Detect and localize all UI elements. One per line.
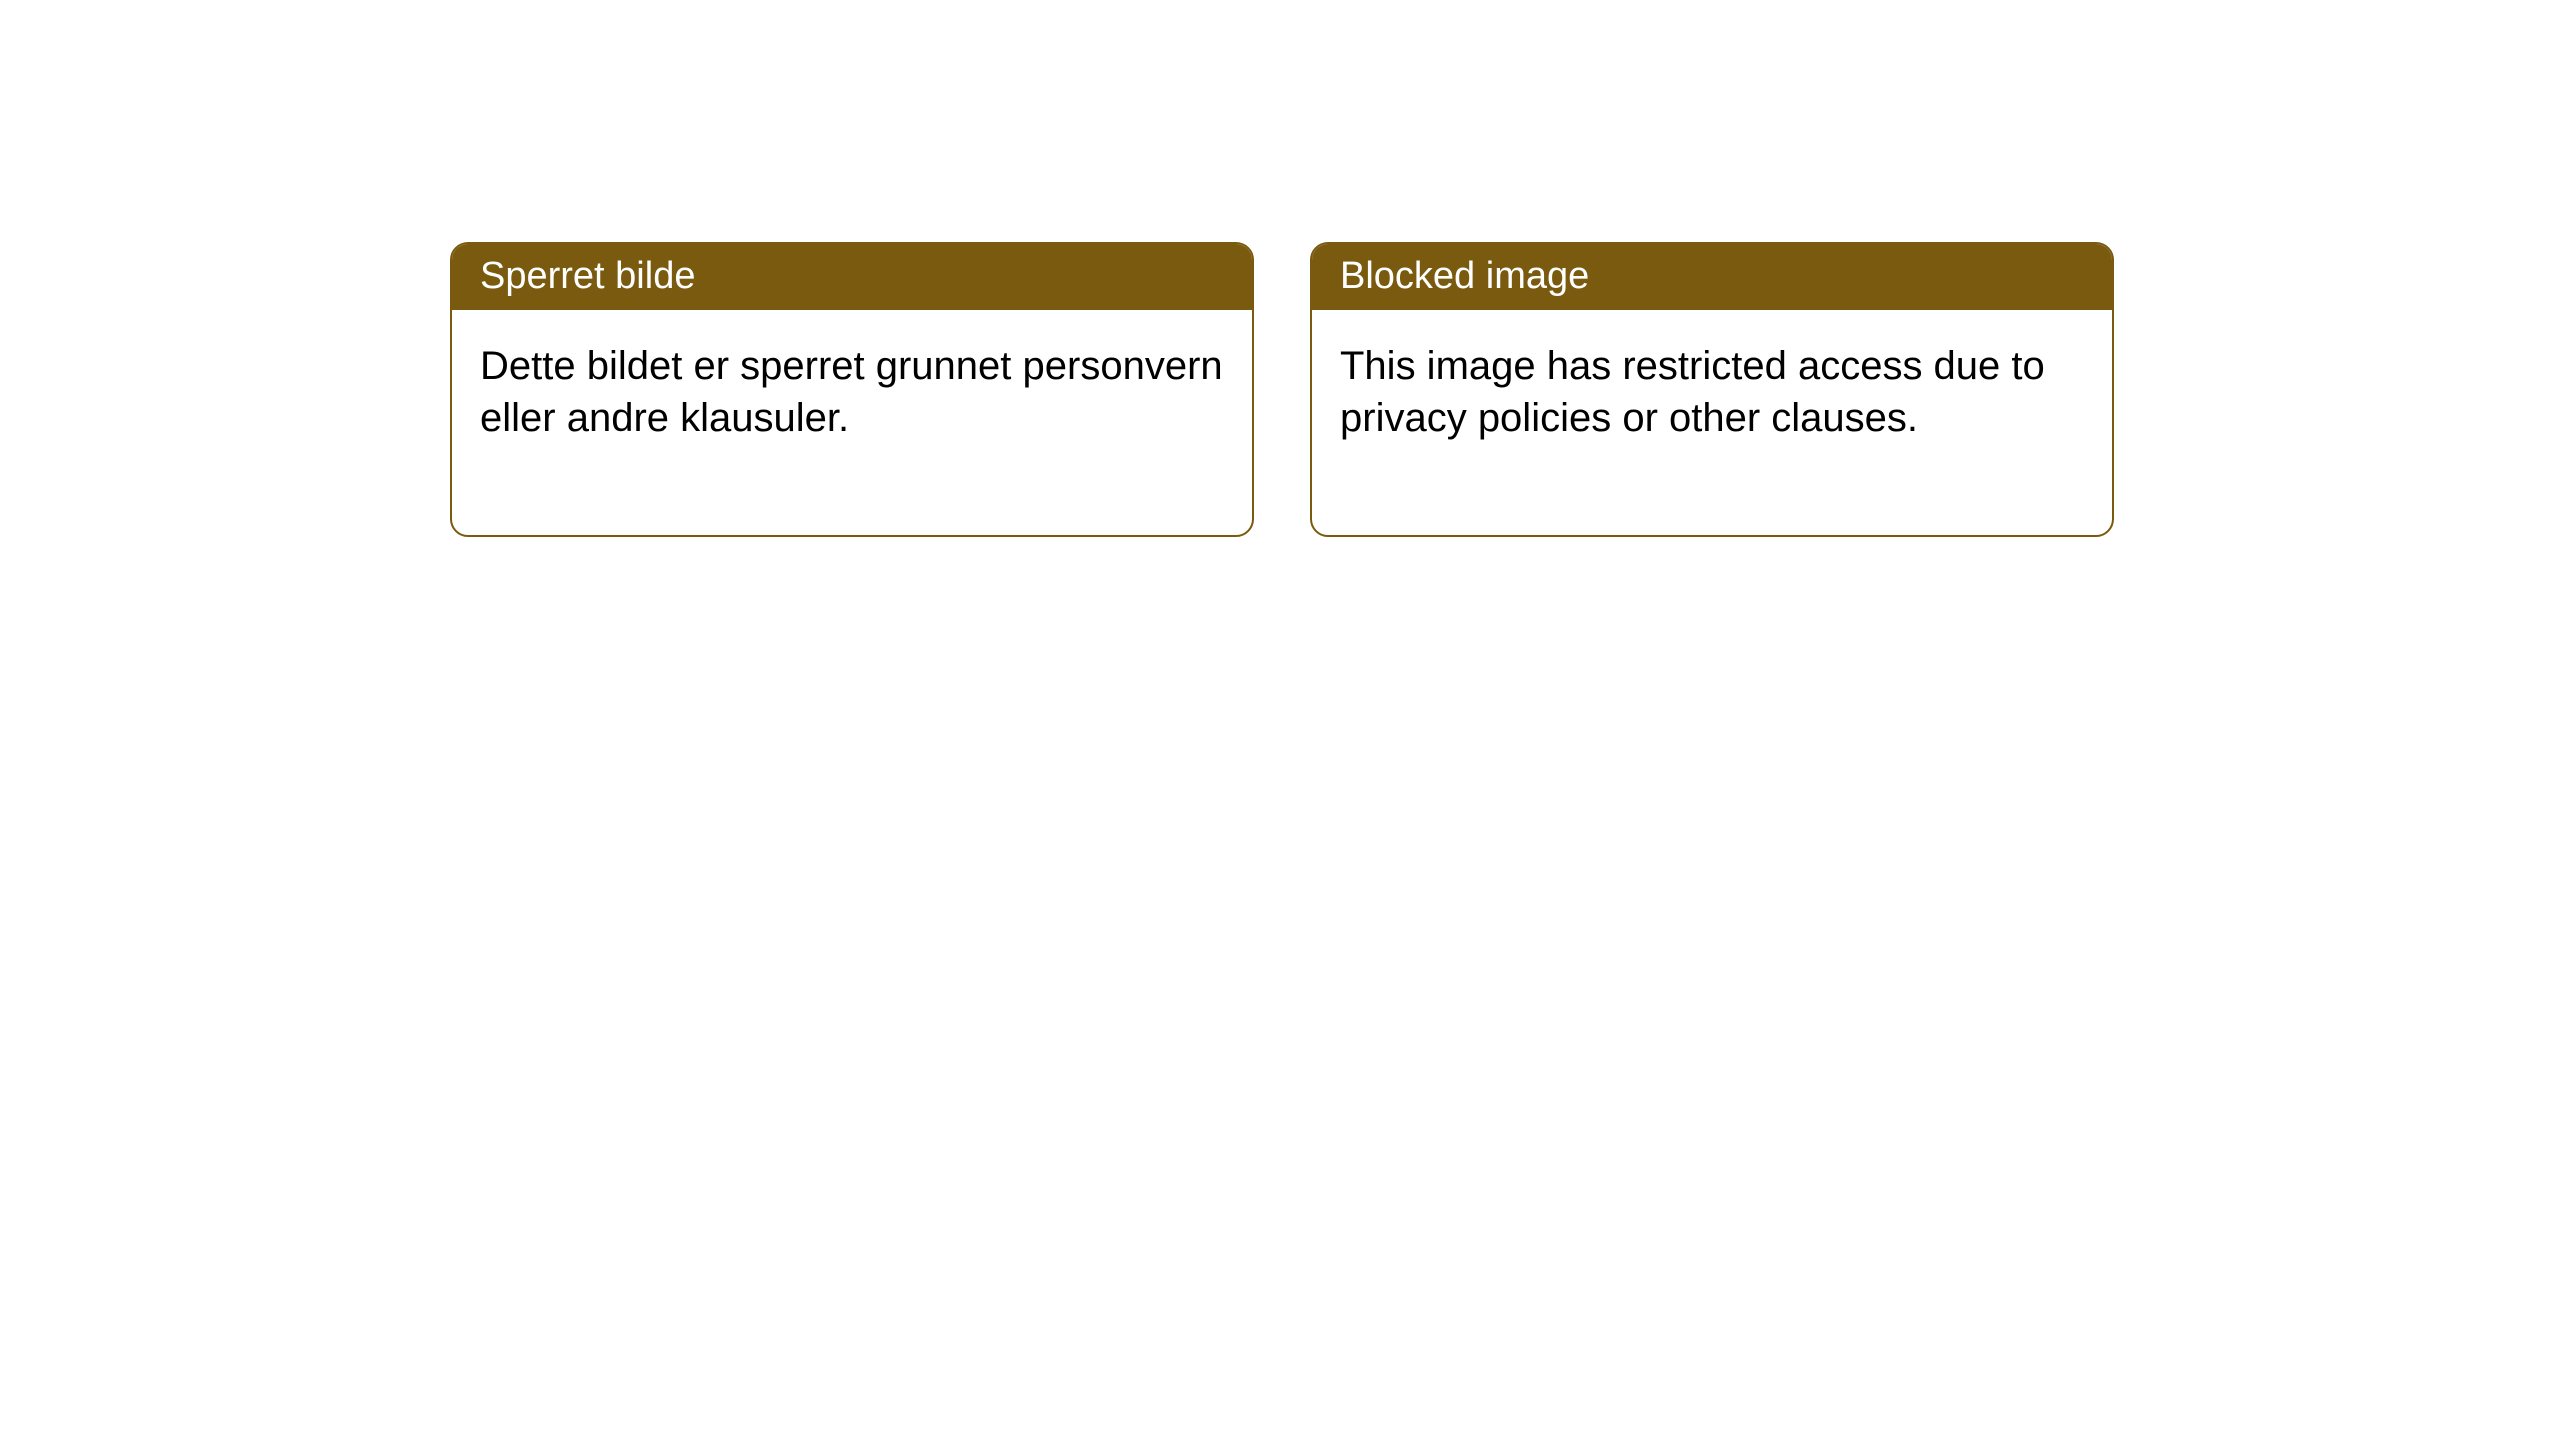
notice-card-title: Sperret bilde: [452, 244, 1252, 310]
notice-card-title: Blocked image: [1312, 244, 2112, 310]
notice-card-body: Dette bildet er sperret grunnet personve…: [452, 310, 1252, 536]
notice-card-norwegian: Sperret bilde Dette bildet er sperret gr…: [450, 242, 1254, 537]
notice-card-english: Blocked image This image has restricted …: [1310, 242, 2114, 537]
notice-card-body: This image has restricted access due to …: [1312, 310, 2112, 536]
notice-container: Sperret bilde Dette bildet er sperret gr…: [0, 0, 2560, 537]
